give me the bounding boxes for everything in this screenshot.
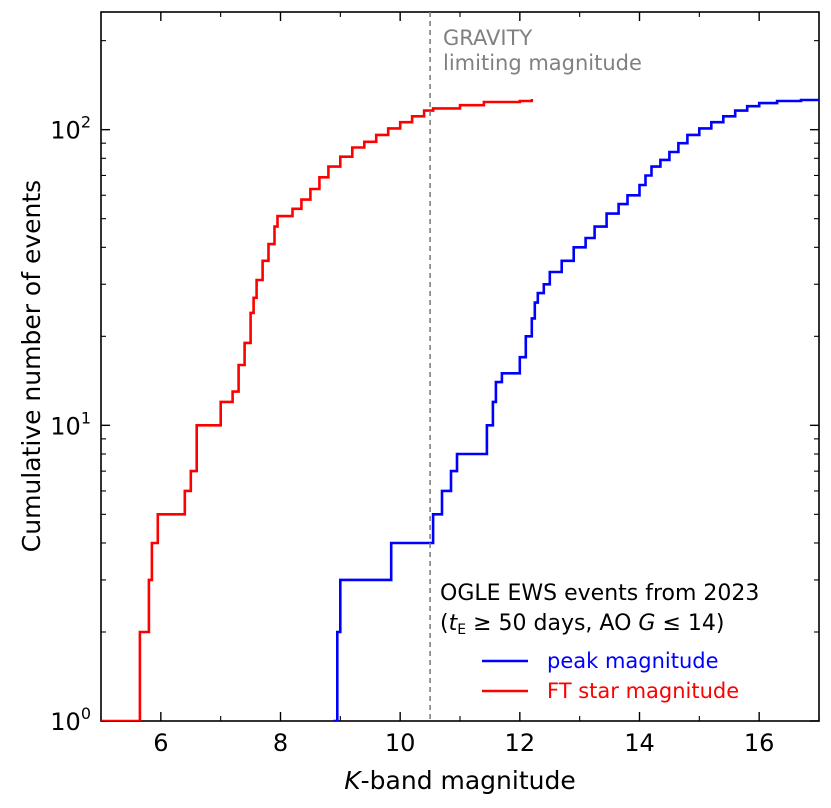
x-tick-label: 8 (273, 729, 288, 757)
series-ft-star-magnitude (101, 99, 534, 721)
legend-peak-label: peak magnitude (547, 649, 719, 673)
legend-ft-label: FT star magnitude (547, 679, 739, 703)
gravity-label-line1: GRAVITY (443, 26, 532, 50)
legend-title-line1: OGLE EWS events from 2023 (440, 581, 759, 606)
ticks-layer: 6 8 10 12 14 16 100 101 102 (50, 12, 820, 757)
x-tick-label: 16 (744, 729, 775, 757)
legend: OGLE EWS events from 2023 (tE ≥ 50 days,… (440, 581, 759, 703)
x-tick-label: 14 (624, 729, 655, 757)
x-tick-label: 12 (505, 729, 536, 757)
y-tick-label: 101 (50, 408, 91, 440)
y-tick-label: 100 (50, 704, 91, 736)
x-axis-label: K-band magnitude (344, 766, 576, 795)
x-tick-label: 10 (385, 729, 416, 757)
x-tick-label: 6 (153, 729, 168, 757)
legend-title-line2: (tE ≥ 50 days, AO G ≤ 14) (440, 611, 724, 638)
gravity-label-line2: limiting magnitude (443, 51, 642, 75)
series-peak-magnitude (333, 98, 819, 721)
y-axis-label: Cumulative number of events (17, 180, 46, 552)
y-tick-label: 102 (50, 113, 91, 145)
data-layer (101, 98, 819, 721)
